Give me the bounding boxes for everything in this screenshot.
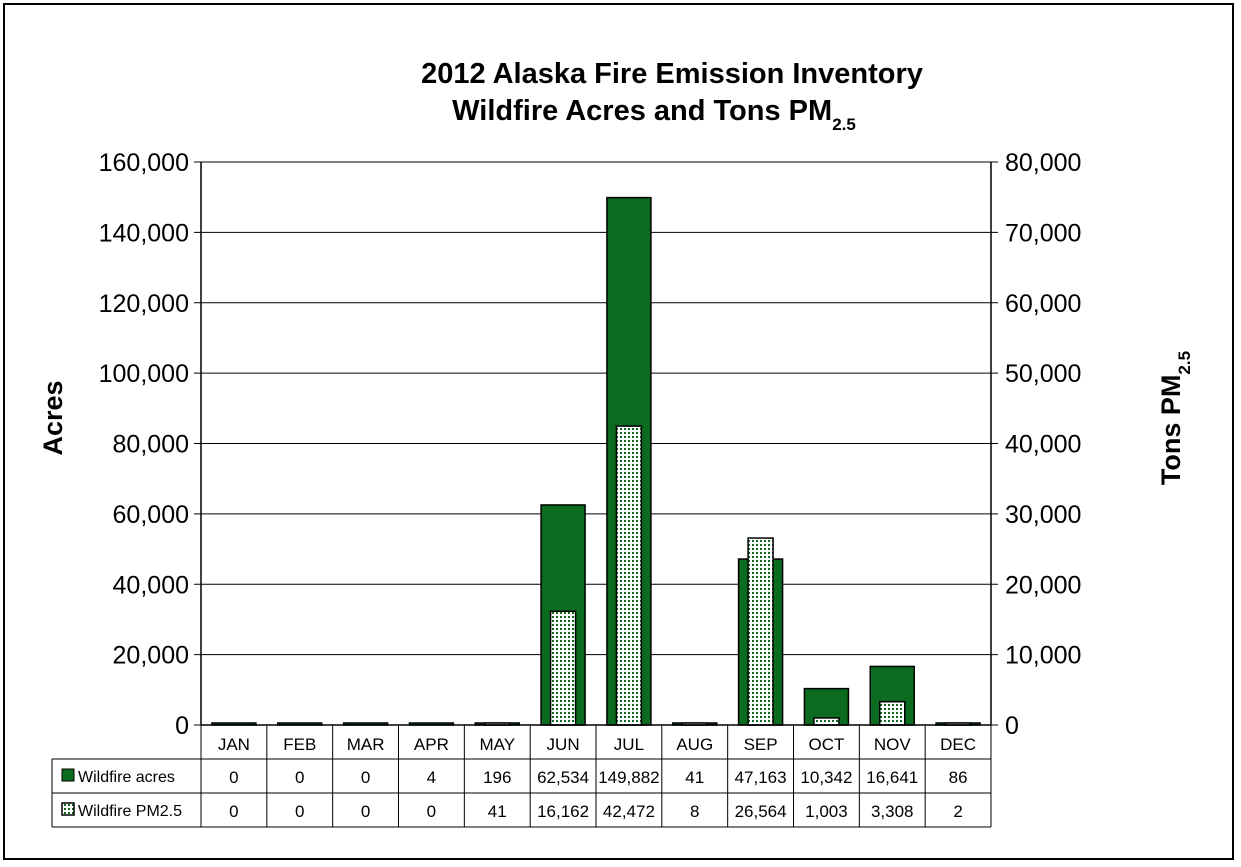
data-label: 0 [229, 802, 238, 821]
left-axis-ticks: 0 20,000 40,000 60,000 80,000 100,000 120,000 1… [99, 149, 189, 740]
legend-swatch-wildfire-acres [61, 768, 75, 782]
data-label: 8 [690, 802, 699, 821]
x-tick-label: JAN [218, 735, 250, 754]
y-right-tick-label: 40,000 [1005, 431, 1081, 459]
x-tick-label: JUN [547, 735, 580, 754]
data-label: 86 [949, 768, 968, 787]
bar-wildfire-pm25 [813, 717, 840, 726]
data-label: 4 [427, 768, 436, 787]
y-left-tick-label: 60,000 [113, 501, 189, 529]
y-left-tick-label: 40,000 [113, 571, 189, 599]
gridlines [201, 161, 991, 656]
data-label: 3,308 [871, 802, 914, 821]
data-label: 196 [483, 768, 511, 787]
bar-wildfire-pm25 [747, 537, 774, 726]
y-right-tick-label: 0 [1005, 712, 1019, 740]
data-label: 0 [295, 768, 304, 787]
legend-label: Wildfire acres [78, 769, 175, 786]
data-label: 42,472 [603, 802, 655, 821]
bar-wildfire-pm25 [879, 700, 906, 726]
y-right-tick-label: 80,000 [1005, 149, 1081, 177]
legend-label: Wildfire PM2.5 [78, 803, 182, 820]
x-tick-label: AUG [676, 735, 713, 754]
data-label: 0 [229, 768, 238, 787]
x-tick-label: SEP [744, 735, 778, 754]
x-tick-label: MAY [479, 735, 515, 754]
y-right-tick-label: 60,000 [1005, 290, 1081, 318]
y-axis-right-title: Tons PM2.5 [1156, 351, 1194, 485]
data-label: 0 [427, 802, 436, 821]
y-left-tick-label: 140,000 [99, 219, 189, 247]
legend-swatch-wildfire-pm25 [61, 802, 75, 816]
y-right-tick-label: 20,000 [1005, 571, 1081, 599]
data-label: 0 [361, 802, 370, 821]
data-label: 16,641 [866, 768, 918, 787]
x-tick-label: OCT [808, 735, 844, 754]
data-label: 149,882 [598, 768, 659, 787]
chart-title-line1: 2012 Alaska Fire Emission Inventory [421, 58, 923, 90]
x-tick-label: JUL [614, 735, 644, 754]
data-label: 0 [295, 802, 304, 821]
data-label: 41 [685, 768, 704, 787]
y-right-tick-label: 30,000 [1005, 501, 1081, 529]
data-label: 62,534 [537, 768, 589, 787]
bars [211, 196, 981, 726]
right-axis-ticks: 0 10,000 20,000 30,000 40,000 50,000 60,000 70,… [1005, 149, 1081, 740]
chart-title-line2: Wildfire Acres and Tons PM2.5 [452, 95, 856, 134]
data-table: JAN FEB MAR APR MAY JUN JUL AUG SEP OCT NOV DEC Wild… [51, 725, 992, 828]
y-left-tick-label: 20,000 [113, 642, 189, 670]
data-label: 2 [953, 802, 962, 821]
data-label: 41 [488, 802, 507, 821]
data-label: 0 [361, 768, 370, 787]
y-left-tick-label: 120,000 [99, 290, 189, 318]
y-left-tick-label: 0 [175, 712, 189, 740]
x-tick-label: APR [414, 735, 449, 754]
data-label: 10,342 [800, 768, 852, 787]
data-label: 1,003 [805, 802, 848, 821]
data-label: 26,564 [735, 802, 787, 821]
data-label: 47,163 [735, 768, 787, 787]
y-right-tick-label: 70,000 [1005, 219, 1081, 247]
x-tick-label: NOV [874, 735, 912, 754]
x-tick-label: FEB [283, 735, 316, 754]
data-label: 16,162 [537, 802, 589, 821]
y-left-tick-label: 100,000 [99, 360, 189, 388]
y-left-tick-label: 160,000 [99, 149, 189, 177]
y-right-tick-label: 10,000 [1005, 642, 1081, 670]
y-left-tick-label: 80,000 [113, 431, 189, 459]
x-tick-label: MAR [347, 735, 385, 754]
bar-wildfire-pm25 [615, 425, 643, 726]
x-tick-label: DEC [940, 735, 976, 754]
bar-wildfire-pm25 [549, 610, 577, 726]
y-axis-left-title: Acres [38, 380, 68, 455]
y-right-tick-label: 50,000 [1005, 360, 1081, 388]
